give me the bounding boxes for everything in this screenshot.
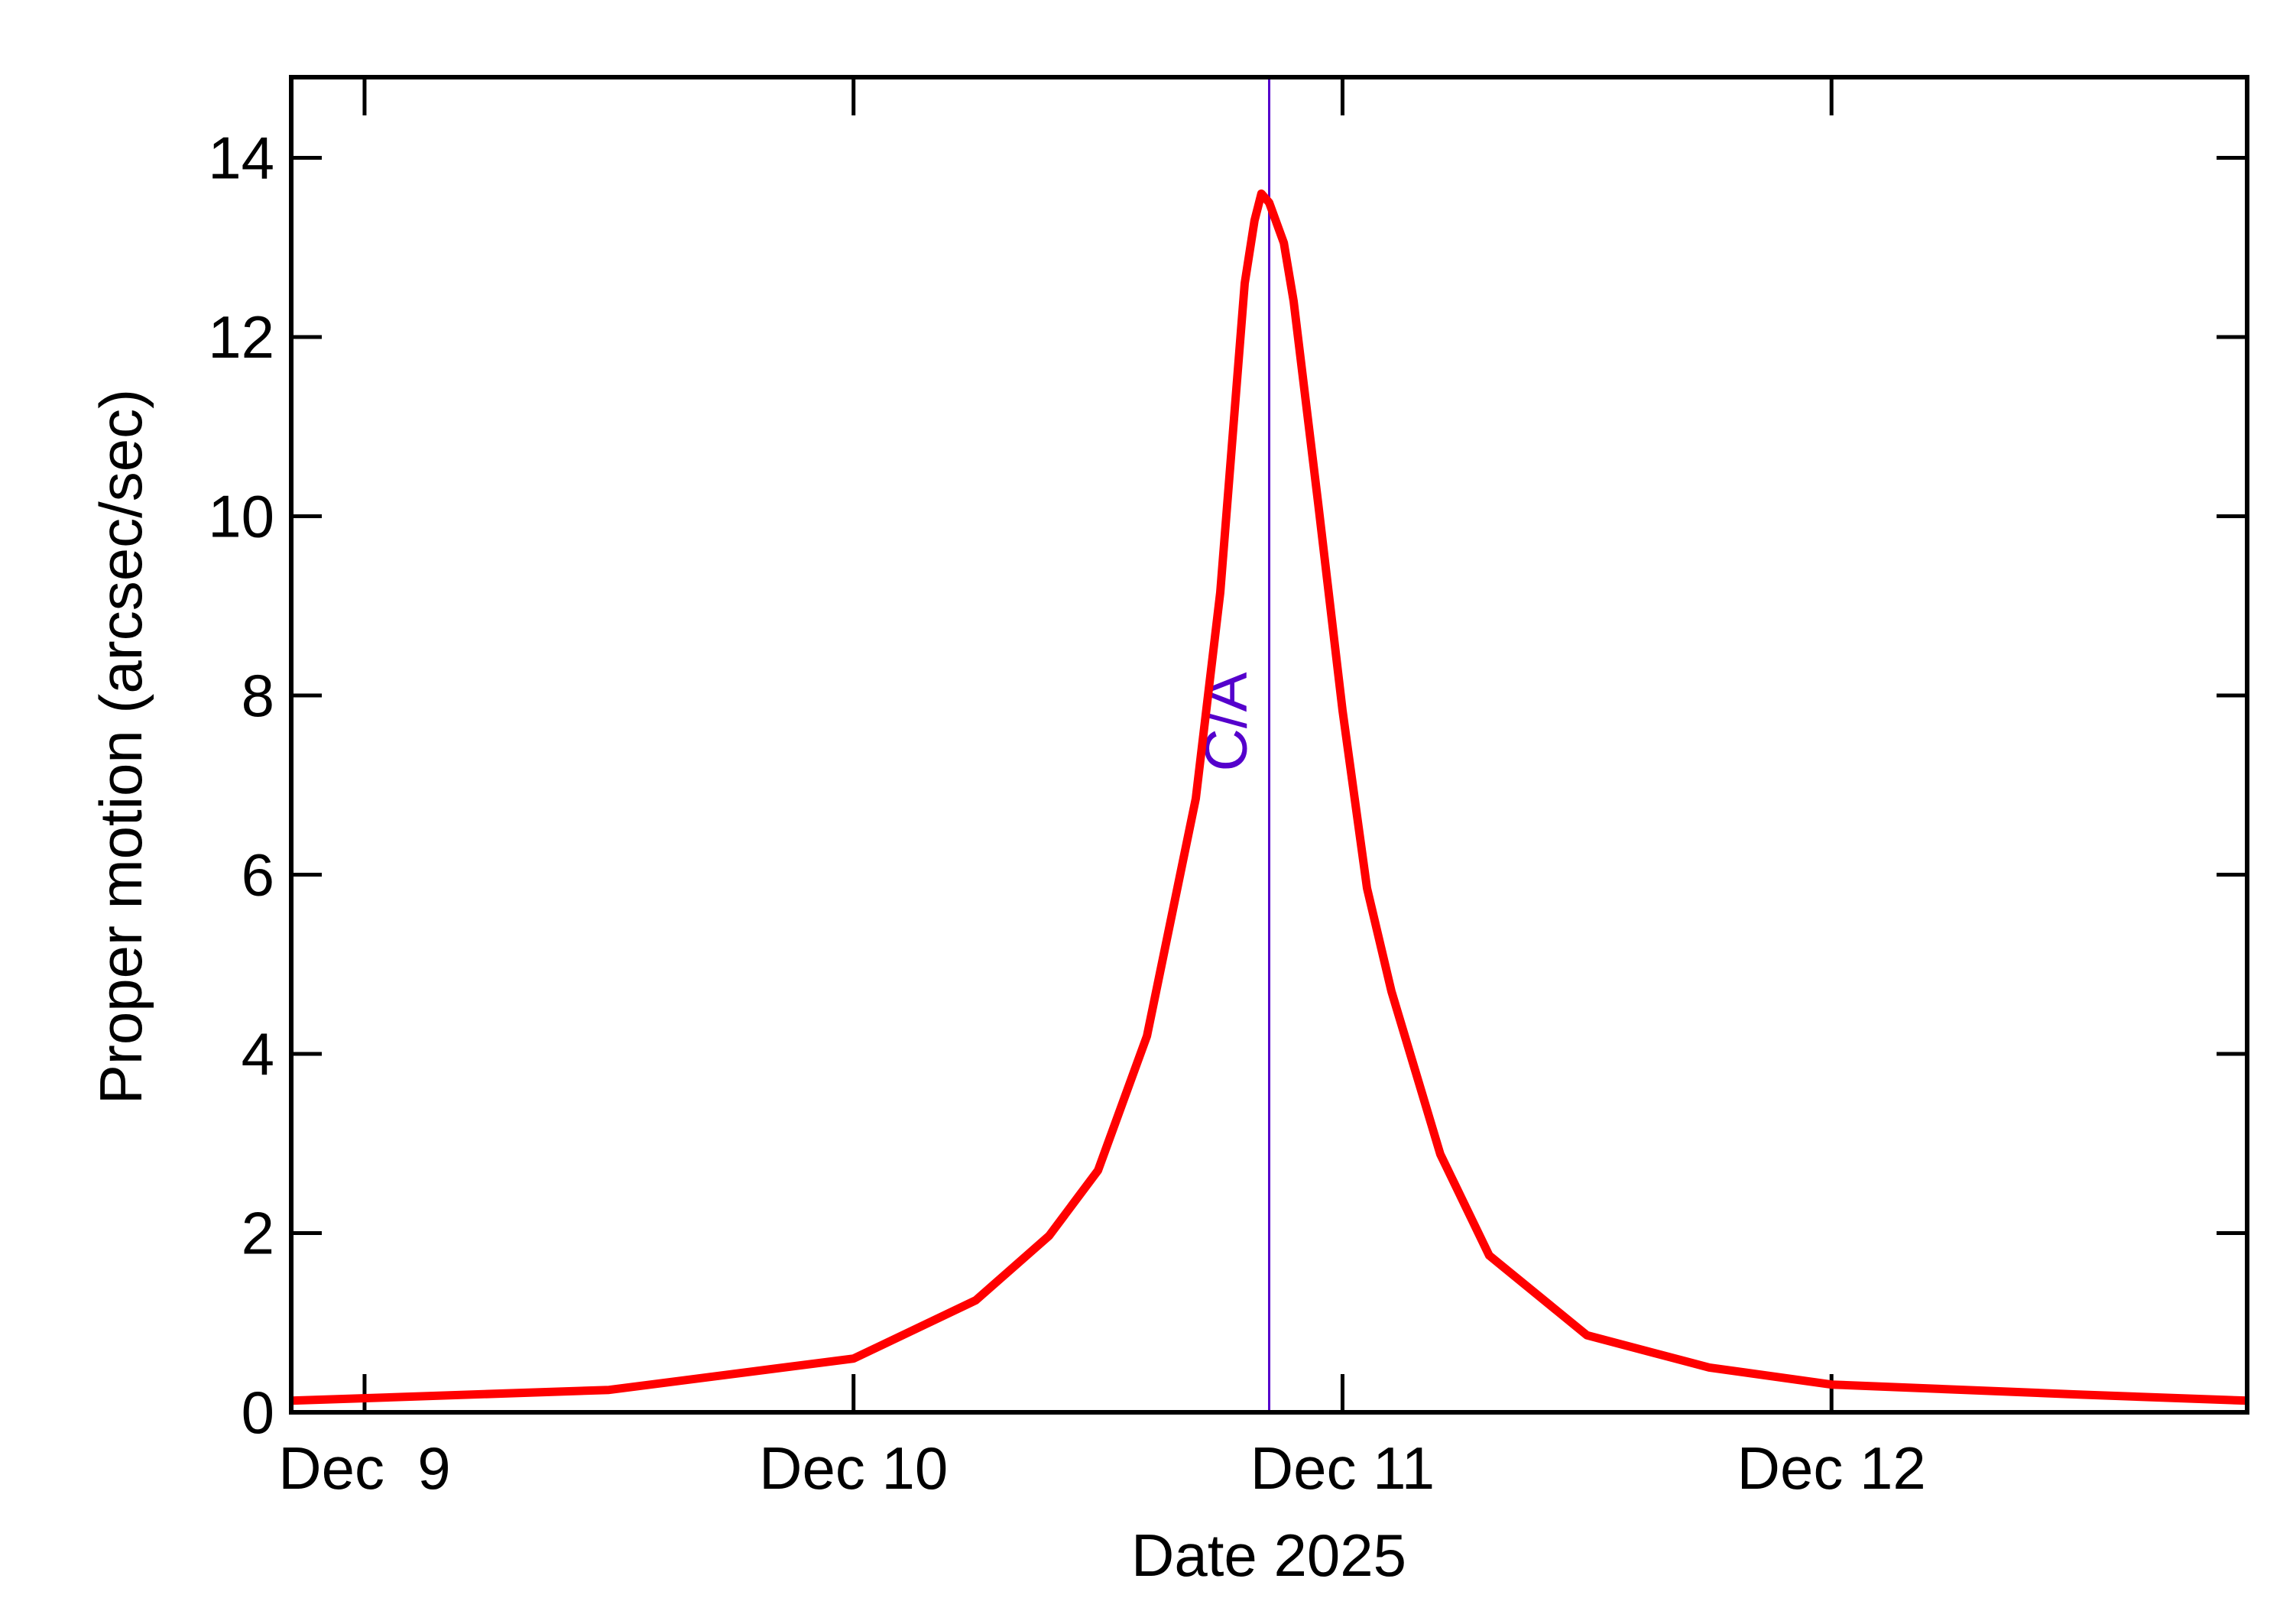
x-tick-label: Dec 11	[1250, 1434, 1435, 1502]
y-tick-label: 14	[208, 125, 274, 192]
y-tick-label: 10	[208, 483, 274, 550]
y-axis-label: Proper motion (arcsec/sec)	[87, 389, 154, 1104]
y-tick-label: 8	[242, 662, 274, 729]
y-tick-label: 12	[208, 303, 274, 371]
plot-frame	[289, 75, 2249, 1415]
data-line	[290, 189, 2248, 1405]
x-tick-label: Dec 12	[1737, 1434, 1926, 1502]
x-tick-label: Dec 9	[278, 1434, 450, 1502]
y-tick-label: 0	[242, 1379, 274, 1446]
y-tick-label: 4	[242, 1020, 274, 1088]
x-axis-label: Date 2025	[1131, 1522, 1406, 1589]
y-tick-label: 6	[242, 841, 274, 909]
y-tick-label: 2	[242, 1200, 274, 1267]
x-tick-label: Dec 10	[759, 1434, 948, 1502]
